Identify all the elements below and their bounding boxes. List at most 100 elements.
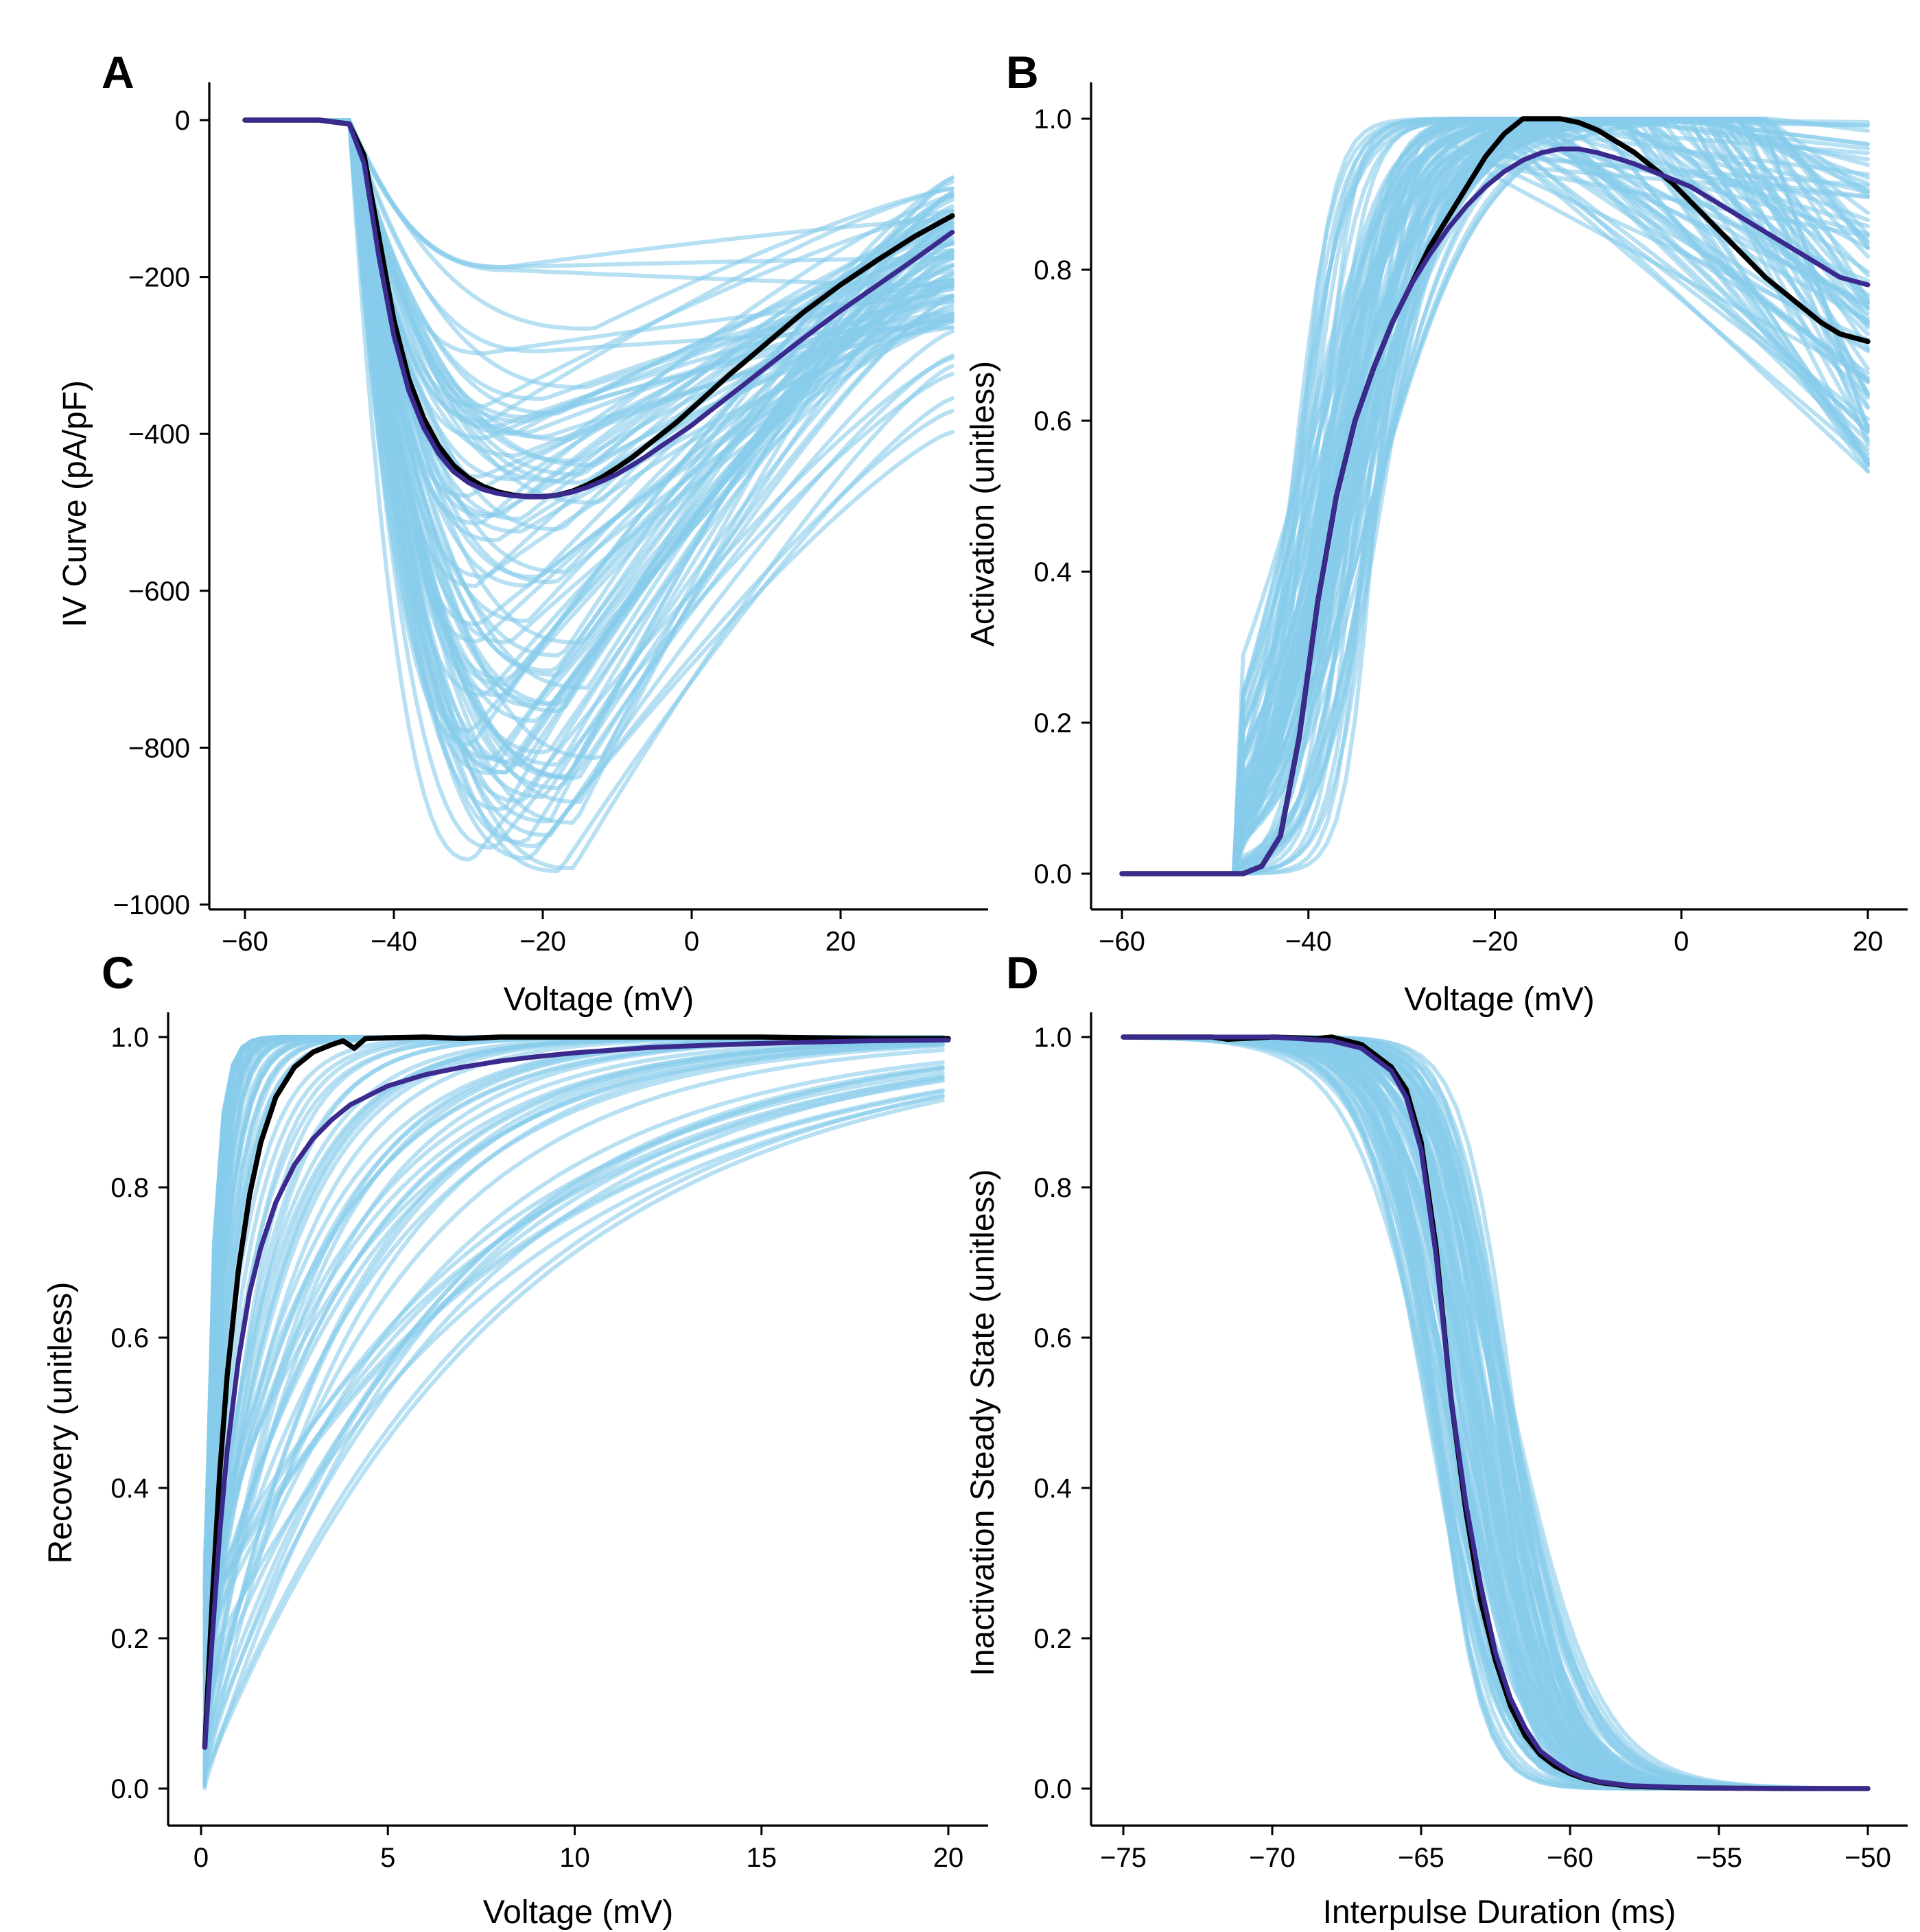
simulation-curve	[202, 1093, 945, 1773]
simulation-curve	[202, 1036, 945, 1735]
x-tick-label: 20	[826, 927, 856, 957]
y-tick-label: 0.8	[1033, 255, 1072, 286]
x-tick-label: −70	[1249, 1843, 1296, 1873]
simulation-curve	[202, 1074, 945, 1644]
mean-curve	[202, 1037, 951, 1750]
y-axis-label: Recovery (unitless)	[43, 1282, 79, 1564]
y-tick-label: 0.0	[1033, 1774, 1072, 1804]
y-tick-label: −800	[128, 733, 190, 763]
y-tick-label: −200	[128, 263, 190, 293]
y-tick-label: 0.8	[110, 1173, 149, 1203]
y-tick-label: 0.6	[1033, 1323, 1072, 1353]
panel-d: −75 −70 −65 −60 −55 −50 0.0 0.2 0.4 0.6 0.8 1.0 Inte…	[965, 947, 1908, 1931]
simulation-curve	[202, 1041, 945, 1777]
simulation-curve	[202, 1035, 945, 1743]
y-axis-label: Activation (unitless)	[965, 361, 1001, 647]
y-tick-label: 0.0	[1033, 859, 1072, 889]
y-tick-label: 0.4	[1033, 1474, 1072, 1504]
y-tick-label: 0.2	[1033, 708, 1072, 738]
plot-area	[202, 1034, 951, 1791]
y-tick-label: 0.2	[110, 1624, 149, 1654]
x-tick-label: 0	[684, 927, 699, 957]
simulation-curve	[243, 118, 955, 706]
x-tick-label: −20	[1472, 927, 1519, 957]
y-tick-label: −600	[128, 577, 190, 607]
simulation-curve	[202, 1035, 945, 1784]
x-axis-label: Voltage (mV)	[1404, 981, 1594, 1018]
panel-c: 0 5 10 15 20 0.0 0.2 0.4 0.6 0.8 1.0 Voltage (mV) Re…	[43, 947, 988, 1931]
x-tick-label: 0	[194, 1843, 209, 1873]
simulation-curve	[1120, 117, 1870, 876]
simulation-curve	[202, 1035, 945, 1782]
y-tick-label: −400	[128, 419, 190, 450]
mean-curve	[1119, 146, 1871, 876]
y-tick-label: 0.4	[110, 1474, 149, 1504]
simulation-curve	[243, 118, 955, 781]
x-tick-label: −20	[519, 927, 566, 957]
x-tick-label: −60	[1547, 1843, 1593, 1873]
simulation-curve	[202, 1035, 945, 1739]
x-tick-label: 0	[1674, 927, 1689, 957]
x-tick-label: −50	[1845, 1843, 1891, 1873]
x-axis-label: Voltage (mV)	[483, 1894, 673, 1931]
simulation-curve	[202, 1035, 945, 1785]
x-axis-label: Voltage (mV)	[504, 981, 694, 1018]
simulation-curve	[202, 1035, 945, 1743]
simulation-curve	[202, 1035, 945, 1747]
x-tick-label: 20	[933, 1843, 964, 1873]
simulation-curve	[1120, 154, 1870, 876]
y-axis-label: Inactivation Steady State (unitless)	[965, 1169, 1001, 1676]
simulation-curve	[243, 118, 955, 708]
plot-area	[1121, 1034, 1871, 1791]
y-tick-label: 1.0	[1033, 1023, 1072, 1053]
simulation-curve	[202, 1040, 945, 1752]
x-tick-label: −60	[1099, 927, 1145, 957]
x-tick-label: −60	[222, 927, 268, 957]
panel-a: −60 −40 −20 0 200−200−400−600−800−1000Voltag…	[57, 47, 988, 1018]
panel-letter: D	[1006, 947, 1039, 998]
simulation-curve	[243, 118, 955, 436]
y-tick-label: 1.0	[1033, 104, 1072, 135]
simulation-curve	[202, 1041, 945, 1642]
x-tick-label: 20	[1853, 927, 1884, 957]
panel-letter: B	[1006, 47, 1039, 97]
y-tick-label: 0.2	[1033, 1624, 1072, 1654]
simulation-curve	[1120, 120, 1870, 876]
mean-curve	[242, 117, 955, 500]
simulation-curve	[1120, 165, 1870, 876]
y-tick-label: 0.8	[1033, 1173, 1072, 1203]
reference-curve	[202, 1034, 951, 1750]
y-tick-label: 1.0	[110, 1023, 149, 1053]
y-tick-label: 0	[175, 106, 190, 136]
panel-letter: C	[102, 947, 134, 998]
y-axis-label: IV Curve (pA/pF)	[57, 380, 93, 627]
x-tick-label: 10	[559, 1843, 590, 1873]
x-tick-label: −55	[1696, 1843, 1742, 1873]
simulation-curve	[202, 1035, 945, 1747]
x-tick-label: −40	[371, 927, 417, 957]
simulation-curve	[202, 1035, 945, 1751]
mean-curve	[1121, 1034, 1871, 1791]
simulation-curve	[1120, 124, 1870, 876]
x-tick-label: −75	[1100, 1843, 1147, 1873]
simulation-curve	[243, 118, 955, 862]
x-axis-label: Interpulse Duration (ms)	[1323, 1894, 1676, 1931]
simulation-curve	[202, 1038, 945, 1611]
simulation-curve	[1120, 143, 1870, 876]
x-tick-label: −65	[1398, 1843, 1444, 1873]
simulation-curve	[1120, 117, 1870, 876]
panel-b: −60 −40 −20 0 20 0.0 0.2 0.4 0.6 0.8 1.0 Voltage (m…	[965, 47, 1908, 1018]
plot-area	[242, 117, 955, 873]
x-tick-label: 5	[380, 1843, 395, 1873]
simulation-curve	[202, 1048, 945, 1724]
simulation-curve	[202, 1098, 945, 1778]
y-tick-label: 0.6	[110, 1323, 149, 1353]
y-tick-label: 0.0	[110, 1774, 149, 1804]
plot-area	[1119, 116, 1871, 876]
y-tick-label: 0.4	[1033, 557, 1072, 587]
y-tick-label: −1000	[113, 890, 190, 920]
x-tick-label: −40	[1285, 927, 1332, 957]
simulation-curve	[1120, 117, 1870, 876]
panel-letter: A	[102, 47, 134, 97]
